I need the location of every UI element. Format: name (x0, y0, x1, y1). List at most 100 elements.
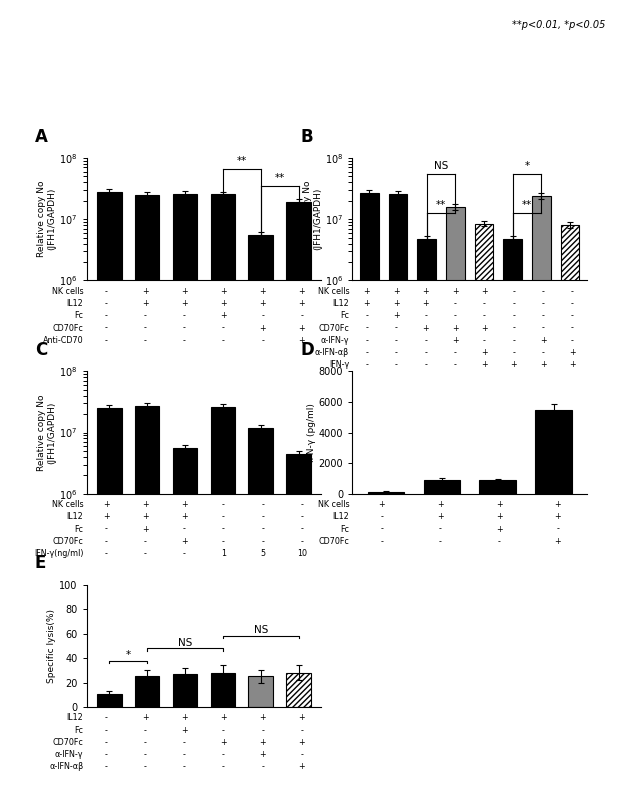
Bar (172, 194, 197, 790)
Text: B: B (300, 128, 313, 145)
Text: -: - (104, 750, 108, 759)
Text: -: - (512, 336, 515, 344)
Text: +: + (422, 287, 429, 295)
Text: +: + (298, 299, 305, 308)
Text: -: - (571, 287, 574, 295)
Text: -: - (365, 311, 368, 320)
Text: +: + (103, 500, 109, 509)
Text: -: - (144, 750, 146, 759)
Text: -: - (183, 525, 186, 533)
Text: +: + (554, 500, 561, 509)
Text: -: - (183, 549, 186, 558)
Text: -: - (380, 513, 383, 521)
Text: -: - (261, 537, 264, 546)
Text: +: + (363, 287, 370, 295)
Y-axis label: Relative copy No
(JFH1/GAPDH): Relative copy No (JFH1/GAPDH) (37, 394, 56, 471)
Text: +: + (181, 299, 188, 308)
Text: +: + (142, 287, 148, 295)
Text: +: + (260, 713, 266, 722)
Text: +: + (298, 762, 305, 771)
Text: -: - (222, 525, 225, 533)
Text: A: A (35, 128, 48, 145)
Text: +: + (298, 336, 305, 344)
Text: -: - (571, 299, 574, 308)
Text: +: + (540, 360, 546, 369)
Text: -: - (454, 311, 457, 320)
Text: -: - (104, 713, 108, 722)
Text: +: + (496, 500, 502, 509)
Text: -: - (395, 324, 398, 333)
Text: +: + (220, 311, 227, 320)
Text: +: + (142, 713, 148, 722)
Text: -: - (183, 738, 186, 747)
Text: -: - (222, 513, 225, 521)
Text: -: - (512, 299, 515, 308)
Bar (97, 694, 122, 707)
Text: NS: NS (253, 626, 268, 635)
Text: α-IFN-αβ: α-IFN-αβ (315, 348, 349, 357)
Bar (211, 407, 235, 790)
Bar (535, 409, 572, 494)
Text: -: - (104, 311, 108, 320)
Text: -: - (104, 336, 108, 344)
Text: -: - (300, 500, 303, 509)
Text: -: - (395, 348, 398, 357)
Text: -: - (261, 726, 264, 735)
Text: -: - (365, 360, 368, 369)
Text: Fc: Fc (74, 525, 83, 533)
Text: IL12: IL12 (332, 513, 349, 521)
Text: -: - (300, 537, 303, 546)
Text: Fc: Fc (340, 311, 349, 320)
Text: -: - (104, 525, 108, 533)
Text: +: + (142, 299, 148, 308)
Text: -: - (104, 537, 108, 546)
Text: -: - (300, 513, 303, 521)
Text: -: - (571, 311, 574, 320)
Text: -: - (454, 299, 457, 308)
Text: +: + (496, 525, 502, 533)
Text: +: + (481, 324, 488, 333)
Text: -: - (571, 336, 574, 344)
Text: +: + (569, 360, 576, 369)
Bar (172, 449, 197, 790)
Bar (97, 408, 122, 790)
Bar (286, 673, 311, 707)
Text: -: - (144, 537, 146, 546)
Text: +: + (260, 299, 266, 308)
Text: +: + (260, 750, 266, 759)
Text: +: + (260, 287, 266, 295)
Text: +: + (554, 537, 561, 546)
Bar (475, 224, 493, 790)
Text: CD70Fc: CD70Fc (53, 324, 83, 333)
Text: +: + (481, 348, 488, 357)
Text: -: - (556, 525, 559, 533)
Text: +: + (142, 525, 148, 533)
Text: +: + (181, 713, 188, 722)
Text: +: + (569, 348, 576, 357)
Text: -: - (144, 762, 146, 771)
Text: -: - (222, 750, 225, 759)
Text: -: - (104, 299, 108, 308)
Text: -: - (365, 324, 368, 333)
Text: -: - (541, 287, 544, 295)
Bar (248, 427, 273, 790)
Text: +: + (363, 299, 370, 308)
Text: +: + (378, 500, 385, 509)
Text: -: - (439, 525, 442, 533)
Text: D: D (300, 341, 315, 359)
Text: NS: NS (178, 638, 192, 648)
Text: -: - (183, 336, 186, 344)
Text: -: - (571, 324, 574, 333)
Text: -: - (483, 299, 486, 308)
Bar (368, 492, 404, 494)
Text: -: - (483, 311, 486, 320)
Text: E: E (35, 555, 46, 572)
Bar (135, 195, 159, 790)
Text: +: + (220, 738, 227, 747)
Text: NK cells: NK cells (52, 500, 83, 509)
Text: -: - (300, 525, 303, 533)
Text: Fc: Fc (74, 726, 83, 735)
Text: *: * (125, 650, 131, 660)
Text: Anti-CD70: Anti-CD70 (43, 336, 83, 344)
Text: -: - (395, 336, 398, 344)
